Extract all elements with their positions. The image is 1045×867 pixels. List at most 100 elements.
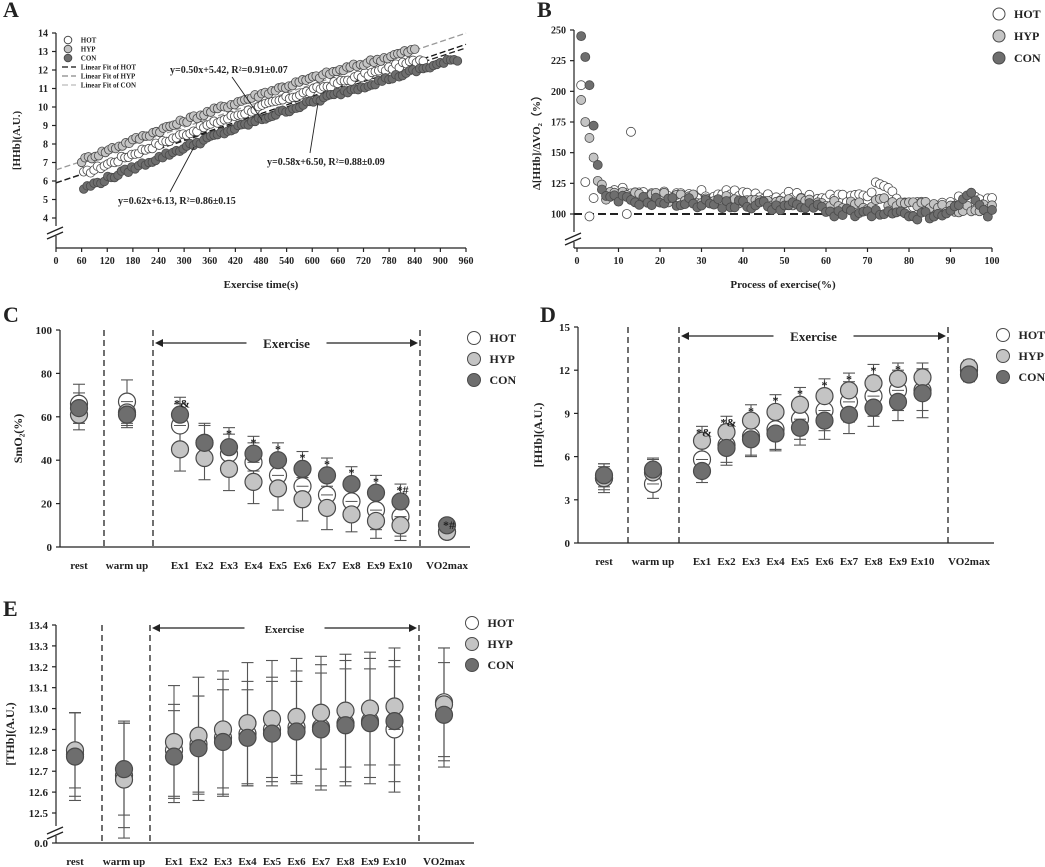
- x-category-label: VO2max: [948, 556, 990, 568]
- annotation-arrow: [169, 146, 195, 193]
- y-tick-label: 12.5: [29, 808, 49, 820]
- x-tick-label: 840: [407, 256, 422, 267]
- marker-con: [268, 451, 288, 470]
- x-category-label: warm up: [632, 556, 674, 568]
- x-category-label: Ex10: [389, 560, 413, 572]
- y-tick-label: 4: [43, 214, 48, 225]
- legend-marker-hyp: [63, 44, 73, 54]
- exercise-label: Exercise: [265, 624, 305, 636]
- significance-mark: *#: [443, 518, 455, 532]
- point-hot: [576, 80, 587, 91]
- legend-label-hot: HOT: [81, 36, 97, 44]
- x-category-label: Ex3: [742, 556, 761, 568]
- x-category-label: Ex4: [244, 560, 263, 572]
- marker-hyp: [293, 490, 312, 509]
- x-tick-label: 50: [780, 256, 790, 267]
- significance-mark: *: [324, 457, 330, 471]
- y-tick-label: 200: [551, 87, 566, 98]
- x-category-label: Ex7: [312, 856, 331, 867]
- marker-con: [766, 424, 785, 443]
- significance-mark: *: [797, 386, 803, 400]
- annotation-arrow: [231, 76, 263, 121]
- legend-marker-hot: [467, 331, 481, 345]
- x-axis-label: Exercise time(s): [224, 279, 299, 291]
- series-con: [594, 365, 979, 485]
- legend-marker-con: [996, 370, 1010, 384]
- y-tick-label: 7: [43, 158, 48, 169]
- x-category-label: VO2max: [426, 560, 468, 572]
- x-category-label: Ex7: [318, 560, 337, 572]
- legend-label-con: CON: [488, 658, 515, 672]
- marker-con: [69, 399, 89, 418]
- y-tick-label: 8: [43, 140, 48, 151]
- y-tick-label: 0.0: [34, 838, 48, 850]
- legend: HOT HYP CON: [996, 328, 1045, 384]
- legend-marker-con: [63, 53, 73, 63]
- x-category-label: Ex4: [766, 556, 785, 568]
- marker-con: [864, 398, 883, 417]
- marker-hyp: [317, 498, 337, 518]
- panel-label-B: B: [537, 0, 552, 22]
- y-tick-label: 225: [551, 56, 566, 67]
- annotation-con: y=0.62x+6.13, R²=0.86±0.15: [118, 196, 236, 207]
- x-category-label: Ex1: [165, 856, 183, 867]
- y-tick-label: 13.1: [29, 683, 48, 695]
- marker-con: [366, 483, 386, 502]
- legend: HOT HYP CON: [992, 7, 1041, 65]
- y-tick-label: 60: [41, 412, 53, 424]
- point-hot: [580, 177, 591, 188]
- exercise-arrow-head: [409, 624, 417, 632]
- marker-hyp: [219, 459, 239, 478]
- marker-con: [170, 405, 190, 424]
- y-axis-label: [HHb](A.U.): [11, 111, 23, 171]
- point-con: [592, 160, 603, 170]
- exercise-arrow-head: [938, 332, 946, 340]
- x-tick-label: 80: [904, 256, 914, 267]
- x-tick-label: 720: [356, 256, 371, 267]
- x-category-label: Ex10: [911, 556, 935, 568]
- legend-fit-label: Linear Fit of CON: [81, 81, 136, 89]
- marker-con: [336, 716, 355, 735]
- marker-hyp: [815, 387, 834, 406]
- x-tick-label: 70: [863, 256, 873, 267]
- axis-break-gap: [566, 232, 582, 242]
- y-tick-label: 12: [559, 365, 571, 377]
- x-category-label: Ex5: [791, 556, 810, 568]
- marker-con: [164, 747, 184, 766]
- panel-label-E: E: [3, 596, 18, 621]
- y-tick-label: 13.0: [29, 704, 49, 716]
- x-tick-label: 540: [279, 256, 294, 267]
- significance-mark: *: [275, 442, 281, 456]
- x-tick-label: 30: [697, 256, 707, 267]
- y-tick-label: 10: [38, 103, 48, 114]
- legend-marker-hot: [63, 35, 73, 45]
- significance-mark: *: [226, 427, 232, 441]
- y-tick-label: 12.6: [29, 787, 49, 799]
- panel-B: B 100 125 150 175 200 225 250 0 10 20 30 40 50 60 70 80 9…: [530, 0, 1041, 291]
- series-hyp: [76, 44, 420, 168]
- significance-mark: *: [871, 363, 877, 377]
- x-category-label: warm up: [106, 560, 148, 572]
- marker-con: [594, 466, 614, 485]
- annotation-arrow: [309, 102, 319, 154]
- panel-C: C 0 20 40 60 80 100 SmO₂(%) rest warm up Ex1 Ex2 Ex3…: [3, 302, 517, 572]
- legend-fit-label: Linear Fit of HOT: [81, 63, 137, 71]
- x-tick-label: 40: [738, 256, 748, 267]
- y-tick-label: 20: [41, 499, 53, 511]
- marker-hyp: [195, 448, 214, 468]
- exercise-label: Exercise: [263, 336, 310, 351]
- point-hyp: [588, 152, 599, 163]
- axis-break: [46, 226, 64, 240]
- legend-label-con: CON: [1014, 51, 1041, 65]
- exercise-arrow-head: [152, 624, 160, 632]
- axis-break-gap: [48, 826, 64, 836]
- point-hyp: [879, 193, 889, 204]
- y-tick-label: 13.3: [29, 641, 49, 653]
- series-con: [79, 55, 463, 194]
- marker-hyp: [692, 431, 712, 450]
- y-axis-label: [HHb](A.U.): [531, 403, 545, 468]
- x-tick-label: 360: [202, 256, 217, 267]
- legend-label-hyp: HYP: [488, 637, 513, 651]
- legend-label-hyp: HYP: [1019, 349, 1044, 363]
